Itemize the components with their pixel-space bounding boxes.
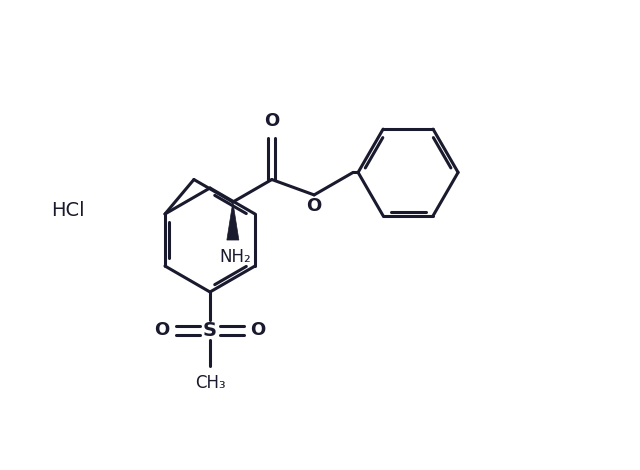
Text: O: O (250, 321, 266, 339)
Text: O: O (154, 321, 170, 339)
Text: NH₂: NH₂ (219, 248, 251, 266)
Text: CH₃: CH₃ (195, 374, 225, 392)
Text: O: O (307, 197, 322, 215)
Polygon shape (227, 202, 239, 240)
Text: O: O (264, 111, 280, 130)
Text: HCl: HCl (51, 201, 85, 219)
Text: S: S (203, 321, 217, 339)
